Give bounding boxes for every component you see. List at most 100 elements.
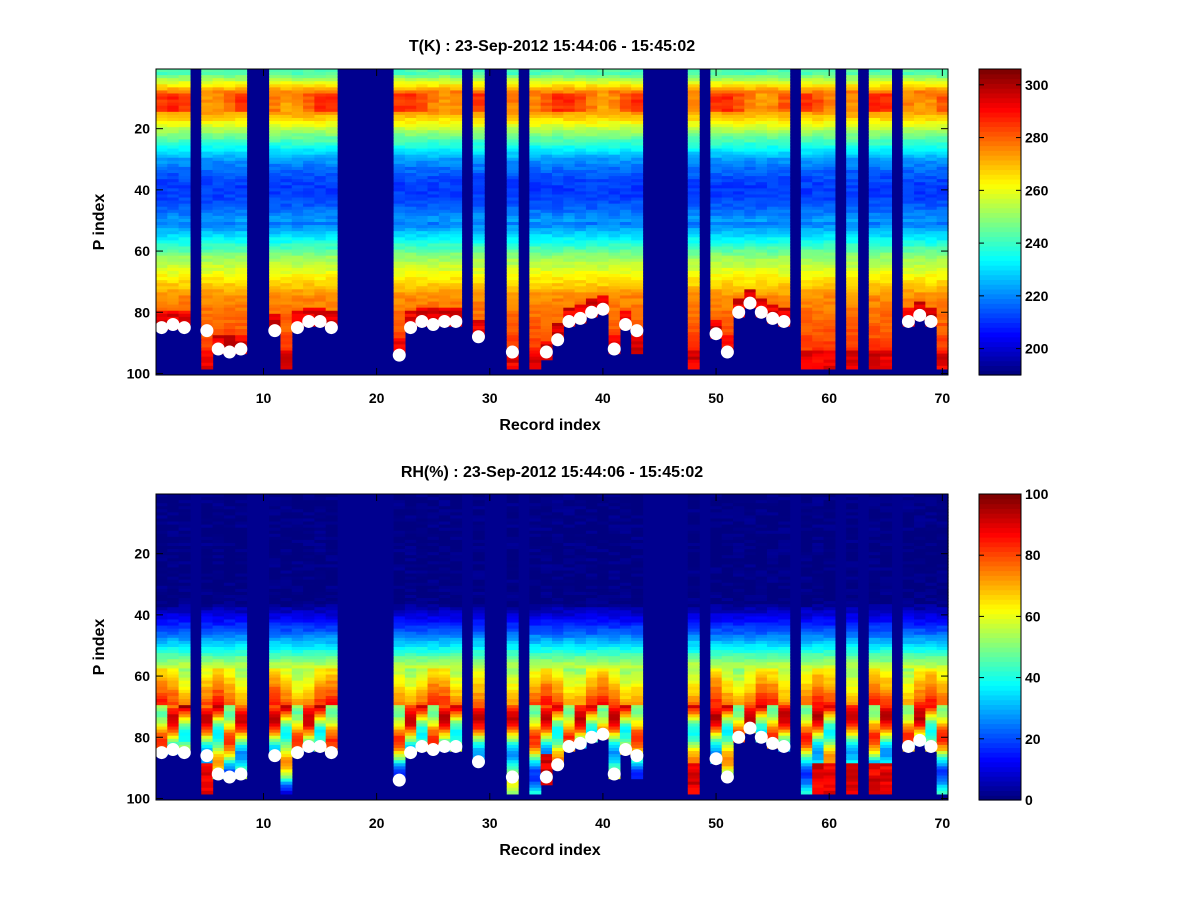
heatmap-cell [314, 194, 327, 199]
heatmap-cell [201, 179, 214, 183]
heatmap-cell [880, 203, 893, 208]
heatmap-cell [812, 169, 825, 174]
heatmap-cell [563, 264, 576, 269]
profile-marker [302, 314, 316, 328]
heatmap-cell [744, 75, 757, 79]
heatmap-cell [540, 298, 553, 303]
heatmap-cell [235, 319, 248, 324]
heatmap-cell [936, 301, 949, 306]
heatmap-cell [778, 234, 791, 238]
heatmap-cell [914, 93, 926, 98]
colorbar-segment [979, 116, 1021, 123]
heatmap-cell [880, 356, 893, 361]
heatmap-cell [472, 249, 485, 254]
heatmap-cell [914, 237, 926, 241]
heatmap-cell [212, 264, 225, 269]
heatmap-cell [552, 231, 564, 235]
heatmap-cell [902, 166, 915, 171]
heatmap-cell [178, 75, 191, 79]
heatmap-cell [687, 301, 700, 306]
heatmap-cell [766, 222, 779, 226]
heatmap-cell [755, 121, 768, 125]
heatmap-cell [201, 197, 214, 202]
heatmap-cell [156, 261, 168, 266]
heatmap-cell [506, 176, 519, 180]
heatmap-cell [846, 243, 859, 248]
heatmap-cell [201, 69, 214, 73]
heatmap-cell [506, 121, 519, 125]
heatmap-cell [156, 503, 168, 507]
heatmap-cell [314, 176, 327, 180]
heatmap-cell [212, 111, 225, 116]
heatmap-cell [800, 212, 813, 217]
heatmap-cell [778, 188, 791, 192]
heatmap-cell [212, 322, 225, 327]
heatmap-cell [156, 252, 168, 257]
heatmap-cell [574, 289, 587, 293]
heatmap-cell [404, 127, 417, 131]
heatmap-cell [608, 261, 621, 266]
heatmap-cell [880, 200, 893, 205]
heatmap-cell [325, 289, 338, 293]
heatmap-cell [902, 69, 915, 73]
heatmap-cell [416, 99, 429, 104]
heatmap-cell [280, 267, 293, 272]
heatmap-cell [597, 197, 610, 202]
heatmap-cell [291, 121, 304, 125]
heatmap-cell [936, 142, 949, 147]
heatmap-cell [212, 117, 225, 122]
heatmap-cell [427, 185, 440, 189]
heatmap-cell [687, 322, 700, 327]
heatmap-cell [404, 286, 417, 290]
heatmap-column [291, 69, 304, 330]
heatmap-cell [597, 173, 610, 177]
heatmap-cell [846, 353, 859, 358]
heatmap-cell [472, 252, 485, 257]
heatmap-cell [868, 359, 881, 364]
profile-marker [438, 314, 452, 328]
heatmap-cell [925, 212, 938, 217]
heatmap-cell [393, 215, 406, 220]
heatmap-cell [710, 75, 723, 79]
heatmap-cell [506, 243, 519, 248]
heatmap-cell [178, 289, 191, 293]
heatmap-cell [404, 228, 417, 232]
heatmap-cell [619, 200, 632, 205]
heatmap-cell [393, 344, 406, 349]
profile-marker [551, 333, 565, 347]
heatmap-cell [687, 222, 700, 226]
heatmap-cell [552, 194, 564, 199]
heatmap-cell [438, 301, 451, 306]
heatmap-cell [631, 292, 644, 297]
heatmap-cell [201, 182, 214, 186]
heatmap-cell [574, 78, 587, 82]
heatmap-cell [280, 163, 293, 168]
heatmap-cell [404, 197, 417, 202]
heatmap-cell [846, 212, 859, 217]
heatmap-cell [608, 286, 621, 290]
heatmap-cell [167, 533, 180, 538]
heatmap-cell [450, 261, 463, 266]
heatmap-cell [167, 84, 180, 88]
heatmap-cell [902, 173, 915, 177]
heatmap-cell [167, 228, 180, 232]
heatmap-cell [325, 117, 338, 122]
heatmap-cell [619, 258, 632, 263]
heatmap-cell [631, 289, 644, 293]
heatmap-cell [631, 298, 644, 303]
heatmap-cell [608, 173, 621, 177]
heatmap-cell [812, 341, 825, 345]
heatmap-cell [167, 292, 180, 297]
heatmap-cell [721, 335, 734, 339]
heatmap-cell [506, 307, 519, 312]
heatmap-cell [506, 151, 519, 156]
heatmap-cell [223, 130, 236, 134]
heatmap-cell [291, 84, 304, 88]
heatmap-cell [721, 136, 734, 140]
heatmap-cell [936, 111, 949, 116]
heatmap-cell [823, 252, 836, 257]
heatmap-cell [823, 255, 836, 260]
heatmap-cell [156, 139, 168, 144]
heatmap-cell [156, 117, 168, 122]
